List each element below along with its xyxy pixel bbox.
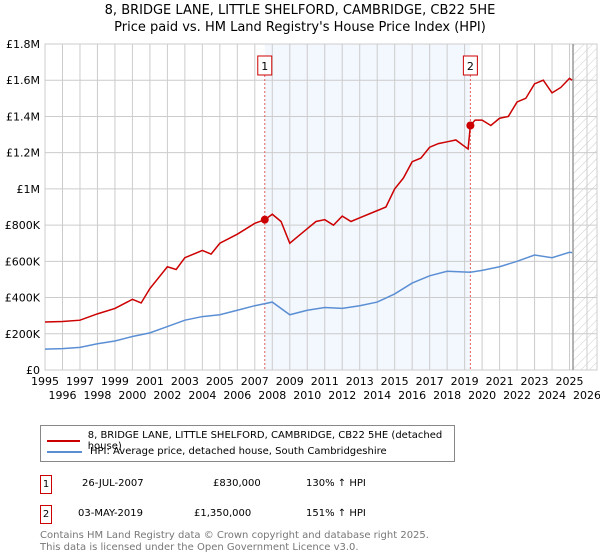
price-chart: 1995199619971998199920002001200220032004… xyxy=(5,38,600,402)
sale-point xyxy=(260,215,269,224)
y-tick-label: £0 xyxy=(26,364,40,377)
sale-date: 26-JUL-2007 xyxy=(82,478,144,489)
x-tick-label: 2021 xyxy=(486,375,514,388)
x-tick-label: 2025 xyxy=(556,375,584,388)
sale-hpi: 151% ↑ HPI xyxy=(306,508,366,519)
forecast-hatch xyxy=(573,44,597,370)
x-tick-label: 2017 xyxy=(416,375,444,388)
x-tick-label: 2005 xyxy=(206,375,234,388)
legend-label-property: 8, BRIDGE LANE, LITTLE SHELFORD, CAMBRID… xyxy=(87,430,443,452)
legend-blue-line xyxy=(47,450,82,453)
x-tick-label: 2007 xyxy=(241,375,269,388)
x-tick-label: 2000 xyxy=(118,389,146,402)
x-tick-label: 2008 xyxy=(258,389,286,402)
sale-period-shade xyxy=(264,44,471,370)
x-tick-label: 1998 xyxy=(83,389,111,402)
footer: Contains HM Land Registry data © Crown c… xyxy=(40,530,429,554)
x-tick-label: 2024 xyxy=(538,389,566,402)
sale-marker-box xyxy=(462,55,478,76)
x-tick-label: 2002 xyxy=(153,389,181,402)
footer-line2: This data is licensed under the Open Gov… xyxy=(40,542,359,553)
y-tick-label: £1.2M xyxy=(6,147,40,160)
x-tick-label: 2006 xyxy=(223,389,251,402)
y-tick-label: £600K xyxy=(5,255,41,268)
sale-date: 03-MAY-2019 xyxy=(78,508,144,519)
y-tick-label: £400K xyxy=(5,292,41,305)
y-tick-label: £1.6M xyxy=(6,74,40,87)
x-tick-label: 1995 xyxy=(31,375,59,388)
x-tick-label: 2010 xyxy=(293,389,321,402)
chart-title: 8, BRIDGE LANE, LITTLE SHELFORD, CAMBRID… xyxy=(104,3,496,18)
x-tick-label: 2014 xyxy=(363,389,391,402)
sale-marker-label: 1 xyxy=(261,60,268,73)
sale-price: £1,350,000 xyxy=(194,508,252,519)
x-tick-label: 1996 xyxy=(48,389,76,402)
x-tick-label: 2023 xyxy=(521,375,549,388)
sale-price: £830,000 xyxy=(213,478,261,489)
sale-row-2: 2 03-MAY-2019 £1,350,000 151% ↑ HPI xyxy=(40,505,460,524)
legend: 8, BRIDGE LANE, LITTLE SHELFORD, CAMBRID… xyxy=(40,425,455,462)
x-tick-label: 2018 xyxy=(433,389,461,402)
footer-line1: Contains HM Land Registry data © Crown c… xyxy=(40,530,429,541)
x-tick-label: 1997 xyxy=(66,375,94,388)
series-line xyxy=(44,77,573,323)
x-tick-label: 2015 xyxy=(381,375,409,388)
x-tick-label: 2009 xyxy=(276,375,304,388)
sale-row-1: 1 26-JUL-2007 £830,000 130% ↑ HPI xyxy=(40,475,460,494)
y-tick-label: £800K xyxy=(5,219,41,232)
plot-border xyxy=(44,43,598,371)
x-tick-label: 2016 xyxy=(398,389,426,402)
sale-point xyxy=(466,121,475,130)
x-tick-label: 2012 xyxy=(328,389,356,402)
legend-label-hpi: HPI: Average price, detached house, Sout… xyxy=(90,446,387,457)
series-line xyxy=(44,251,573,350)
x-tick-label: 2001 xyxy=(136,375,164,388)
x-tick-label: 2003 xyxy=(171,375,199,388)
chart-subtitle: Price paid vs. HM Land Registry's House … xyxy=(114,20,486,35)
sale-badge: 2 xyxy=(40,505,52,524)
x-tick-label: 2004 xyxy=(188,389,216,402)
sale-badge: 1 xyxy=(40,475,52,494)
y-tick-label: £1.8M xyxy=(6,38,40,51)
y-tick-label: £1.4M xyxy=(6,110,40,123)
x-tick-label: 2020 xyxy=(468,389,496,402)
sale-hpi: 130% ↑ HPI xyxy=(306,478,366,489)
x-tick-label: 2013 xyxy=(346,375,374,388)
legend-red-line xyxy=(47,440,80,442)
x-tick-label: 2022 xyxy=(503,389,531,402)
y-tick-label: £200K xyxy=(5,328,41,341)
y-tick-label: £1M xyxy=(17,183,41,196)
x-tick-label: 1999 xyxy=(101,375,129,388)
sale-marker-box xyxy=(257,55,273,76)
sale-marker-label: 2 xyxy=(467,60,474,73)
x-tick-label: 2019 xyxy=(451,375,479,388)
x-tick-label: 2026 xyxy=(573,389,600,402)
x-tick-label: 2011 xyxy=(311,375,339,388)
